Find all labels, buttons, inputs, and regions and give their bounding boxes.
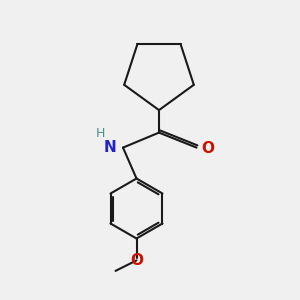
Text: O: O bbox=[202, 141, 214, 156]
Text: O: O bbox=[130, 253, 143, 268]
Text: N: N bbox=[104, 140, 117, 155]
Text: H: H bbox=[96, 127, 105, 140]
